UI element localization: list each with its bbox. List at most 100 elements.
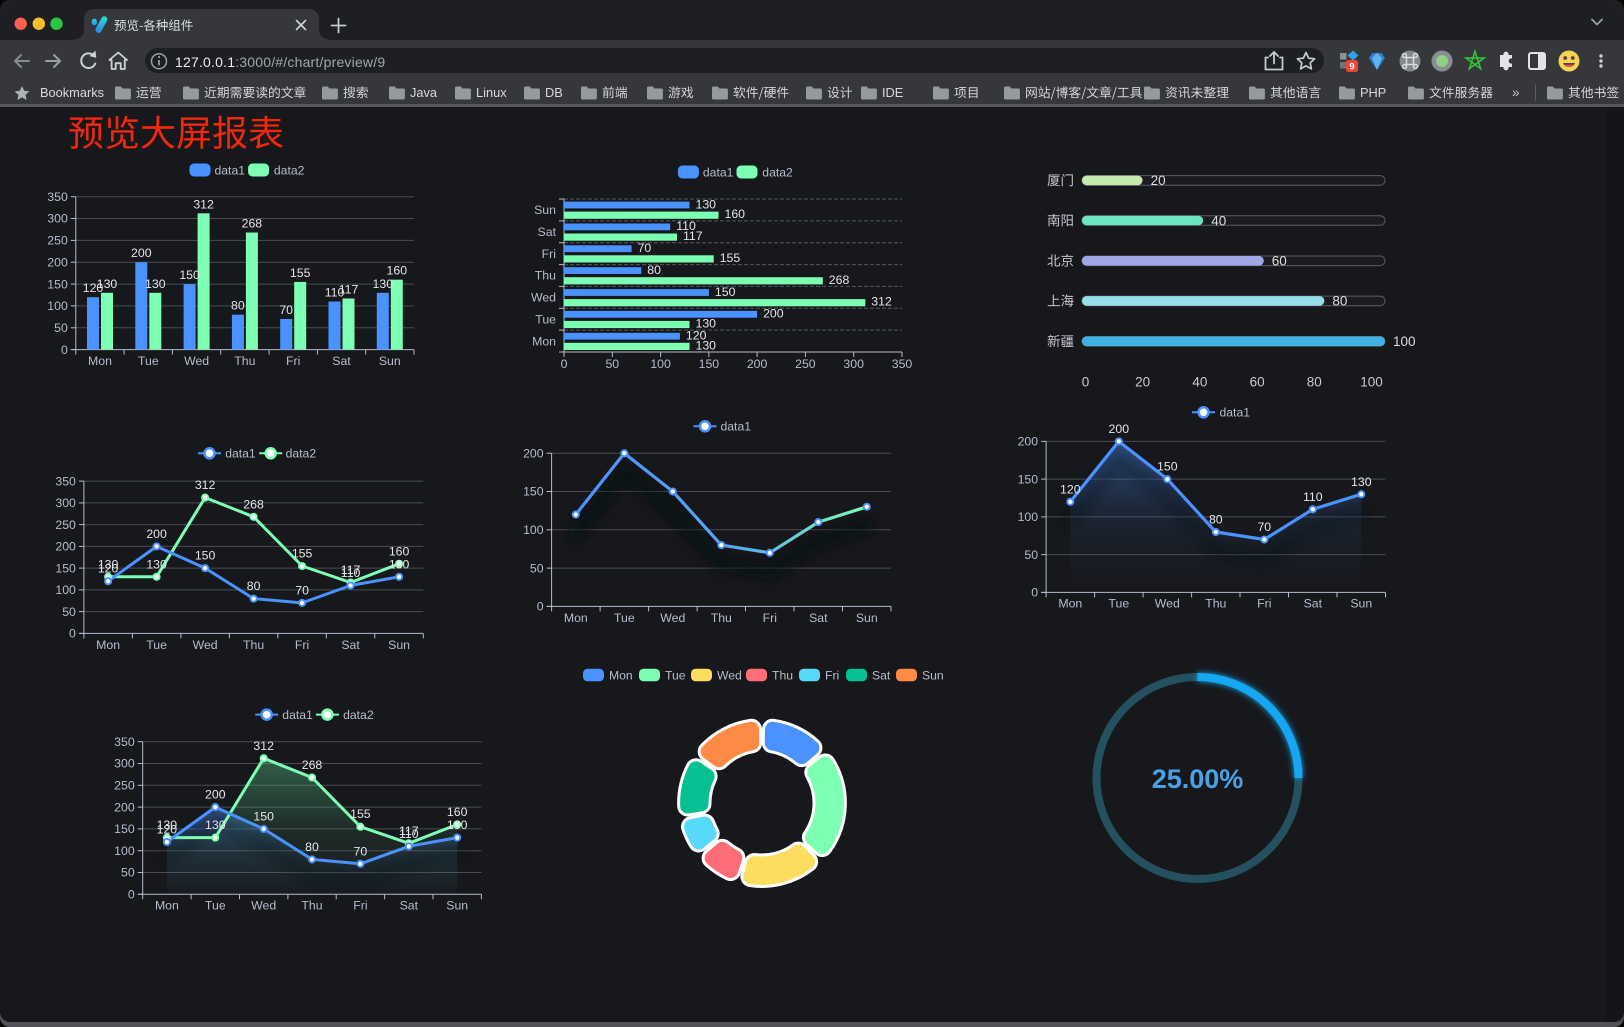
svg-text:Fri: Fri: [542, 247, 556, 261]
svg-text:70: 70: [295, 583, 309, 597]
svg-text:117: 117: [341, 563, 361, 577]
svg-text:150: 150: [523, 485, 544, 499]
svg-text:Mon: Mon: [96, 638, 120, 652]
svg-text:100: 100: [523, 523, 544, 537]
svg-text:Fri: Fri: [1257, 596, 1271, 610]
svg-text:Thu: Thu: [535, 269, 556, 283]
svg-text:Sun: Sun: [534, 203, 556, 217]
svg-text:PHP: PHP: [1360, 85, 1386, 100]
svg-text:20: 20: [1151, 173, 1166, 188]
svg-text:200: 200: [523, 446, 544, 460]
svg-text:312: 312: [195, 478, 216, 492]
svg-text:Sat: Sat: [872, 669, 891, 683]
svg-text:9: 9: [1349, 62, 1354, 73]
svg-text:200: 200: [146, 527, 167, 541]
svg-text:80: 80: [1209, 513, 1223, 527]
svg-text:40: 40: [1211, 213, 1226, 228]
svg-text:60: 60: [1250, 375, 1265, 390]
svg-text:Mon: Mon: [564, 611, 588, 625]
svg-text:268: 268: [243, 497, 264, 511]
svg-text:130: 130: [98, 557, 119, 571]
svg-text:150: 150: [195, 549, 216, 563]
svg-text:155: 155: [720, 251, 741, 265]
svg-text:Mon: Mon: [155, 899, 179, 913]
svg-text:100: 100: [114, 844, 135, 858]
svg-text:Wed: Wed: [251, 899, 276, 913]
svg-text:50: 50: [605, 357, 619, 371]
svg-text:150: 150: [715, 285, 736, 299]
svg-text:Tue: Tue: [205, 899, 226, 913]
svg-text:155: 155: [292, 547, 313, 561]
svg-text:Thu: Thu: [234, 354, 255, 368]
svg-text:Fri: Fri: [763, 611, 777, 625]
svg-text:120: 120: [157, 823, 178, 837]
svg-text:Mon: Mon: [532, 334, 556, 348]
svg-text:Wed: Wed: [717, 669, 742, 683]
svg-text:Sun: Sun: [1350, 596, 1372, 610]
svg-text:130: 130: [696, 338, 717, 352]
svg-text:130: 130: [373, 277, 394, 291]
svg-text:data2: data2: [343, 708, 374, 722]
svg-text:Linux: Linux: [476, 85, 507, 100]
svg-text:Sat: Sat: [538, 225, 557, 239]
svg-text:150: 150: [47, 277, 68, 291]
svg-text:0: 0: [537, 600, 544, 614]
svg-text:data2: data2: [762, 165, 793, 179]
svg-text:110: 110: [1303, 490, 1323, 504]
svg-text:117: 117: [339, 283, 359, 297]
svg-text:data1: data1: [215, 163, 246, 177]
svg-text:100: 100: [55, 583, 76, 597]
svg-text:50: 50: [54, 321, 68, 335]
svg-text:70: 70: [638, 241, 652, 255]
svg-text:300: 300: [55, 496, 76, 510]
svg-text:160: 160: [389, 544, 410, 558]
svg-text:»: »: [1512, 85, 1520, 100]
svg-text:Mon: Mon: [609, 669, 633, 683]
svg-text:200: 200: [55, 540, 76, 554]
svg-text:Wed: Wed: [193, 638, 218, 652]
svg-text:155: 155: [350, 807, 371, 821]
svg-text:data1: data1: [282, 708, 313, 722]
svg-text:312: 312: [253, 739, 274, 753]
svg-text:250: 250: [55, 518, 76, 532]
svg-text:Thu: Thu: [772, 669, 793, 683]
svg-text:Sat: Sat: [1304, 596, 1323, 610]
svg-text:Sun: Sun: [856, 611, 878, 625]
svg-text:50: 50: [530, 561, 544, 575]
svg-text:Wed: Wed: [1155, 596, 1180, 610]
svg-text:130: 130: [696, 317, 717, 331]
svg-text:Thu: Thu: [1205, 596, 1226, 610]
svg-text:120: 120: [686, 329, 707, 343]
svg-text:300: 300: [47, 212, 68, 226]
svg-text:data2: data2: [274, 163, 305, 177]
svg-text:Tue: Tue: [138, 354, 159, 368]
svg-text:150: 150: [253, 809, 274, 823]
svg-text:120: 120: [1060, 482, 1081, 496]
svg-text:Fri: Fri: [295, 638, 309, 652]
svg-text:Tue: Tue: [665, 669, 686, 683]
svg-text:Bookmarks: Bookmarks: [40, 85, 104, 100]
svg-text:250: 250: [47, 234, 68, 248]
svg-text:0: 0: [561, 357, 568, 371]
svg-text:200: 200: [205, 788, 226, 802]
svg-text:40: 40: [1192, 375, 1207, 390]
svg-text:50: 50: [121, 866, 135, 880]
svg-text:160: 160: [447, 805, 468, 819]
svg-text:150: 150: [114, 822, 135, 836]
svg-text:Fri: Fri: [286, 354, 300, 368]
svg-text:0: 0: [1082, 375, 1090, 390]
svg-text:110: 110: [676, 219, 696, 233]
svg-text:data1: data1: [1220, 406, 1251, 420]
svg-text:200: 200: [114, 800, 135, 814]
svg-text:110: 110: [325, 286, 345, 300]
svg-text:Sat: Sat: [809, 611, 828, 625]
svg-text:50: 50: [1024, 548, 1038, 562]
svg-text:data1: data1: [225, 447, 256, 461]
svg-text:60: 60: [1272, 254, 1287, 269]
svg-text:100: 100: [650, 357, 671, 371]
svg-text:Tue: Tue: [614, 611, 635, 625]
svg-text:150: 150: [1018, 472, 1039, 486]
svg-text:80: 80: [247, 579, 261, 593]
svg-text:117: 117: [683, 229, 703, 243]
svg-text:200: 200: [747, 357, 768, 371]
